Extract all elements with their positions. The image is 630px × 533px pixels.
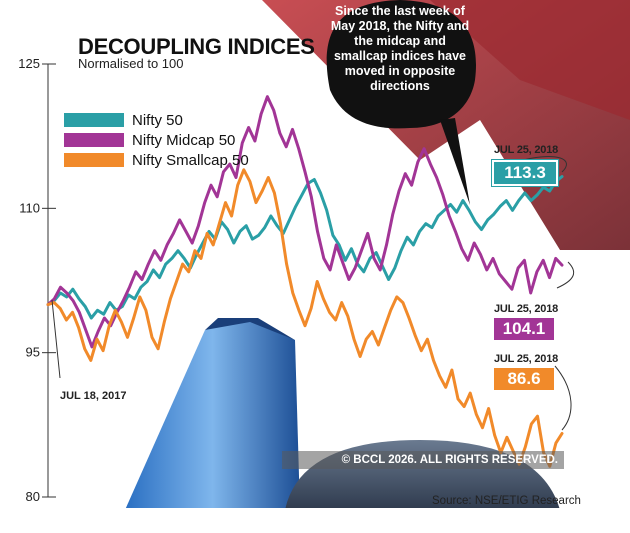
chart-title: DECOUPLING INDICES	[78, 34, 315, 59]
end-value-nifty50: 113.3	[492, 160, 558, 186]
y-tick-label: 110	[19, 200, 40, 215]
red-building-shade	[430, 0, 630, 120]
copyright-banner: © BCCL 2026. ALL RIGHTS RESERVED.	[282, 451, 564, 469]
y-tick-label: 125	[18, 56, 40, 71]
y-tick-label: 80	[26, 489, 40, 504]
legend-swatch	[64, 133, 124, 147]
series-line-0	[46, 175, 564, 320]
legend-item-midcap: Nifty Midcap 50	[64, 130, 249, 150]
end-value-smallcap: 86.6	[494, 368, 554, 390]
legend-swatch	[64, 153, 124, 167]
connector-start	[51, 299, 61, 379]
legend: Nifty 50 Nifty Midcap 50 Nifty Smallcap …	[64, 110, 249, 170]
annotation-bubble	[326, 0, 477, 205]
y-tick-label: 95	[26, 345, 40, 360]
annotation-text: Since the last week of May 2018, the Nif…	[330, 4, 470, 93]
tower-top	[205, 318, 295, 340]
end-date-smallcap: JUL 25, 2018	[494, 353, 559, 365]
legend-item-smallcap: Nifty Smallcap 50	[64, 150, 249, 170]
end-value-midcap: 104.1	[494, 318, 554, 340]
end-date-midcap: JUL 25, 2018	[494, 303, 559, 315]
chart-subtitle: Normalised to 100	[78, 56, 184, 71]
legend-label: Nifty Midcap 50	[132, 131, 236, 149]
connectors	[51, 156, 575, 431]
source-note: Source: NSE/ETIG Research	[432, 495, 581, 507]
y-axis: 125 110 95 80	[18, 56, 56, 504]
tower-building-image	[125, 320, 300, 510]
legend-swatch	[64, 113, 124, 127]
series-line-2	[46, 168, 564, 468]
legend-label: Nifty Smallcap 50	[132, 151, 249, 169]
ground-band	[40, 508, 580, 533]
end-date-nifty50: JUL 25, 2018	[494, 144, 559, 156]
series-line-1	[46, 95, 564, 349]
connector-midcap	[556, 261, 575, 289]
legend-label: Nifty 50	[132, 111, 183, 129]
x-start-label: JUL 18, 2017	[60, 390, 127, 402]
series-lines	[46, 95, 564, 468]
connector-smallcap	[554, 365, 572, 431]
bubble-pointer	[440, 118, 470, 205]
bubble-shape	[326, 0, 477, 129]
legend-item-nifty50: Nifty 50	[64, 110, 249, 130]
connector-nifty	[514, 156, 567, 173]
